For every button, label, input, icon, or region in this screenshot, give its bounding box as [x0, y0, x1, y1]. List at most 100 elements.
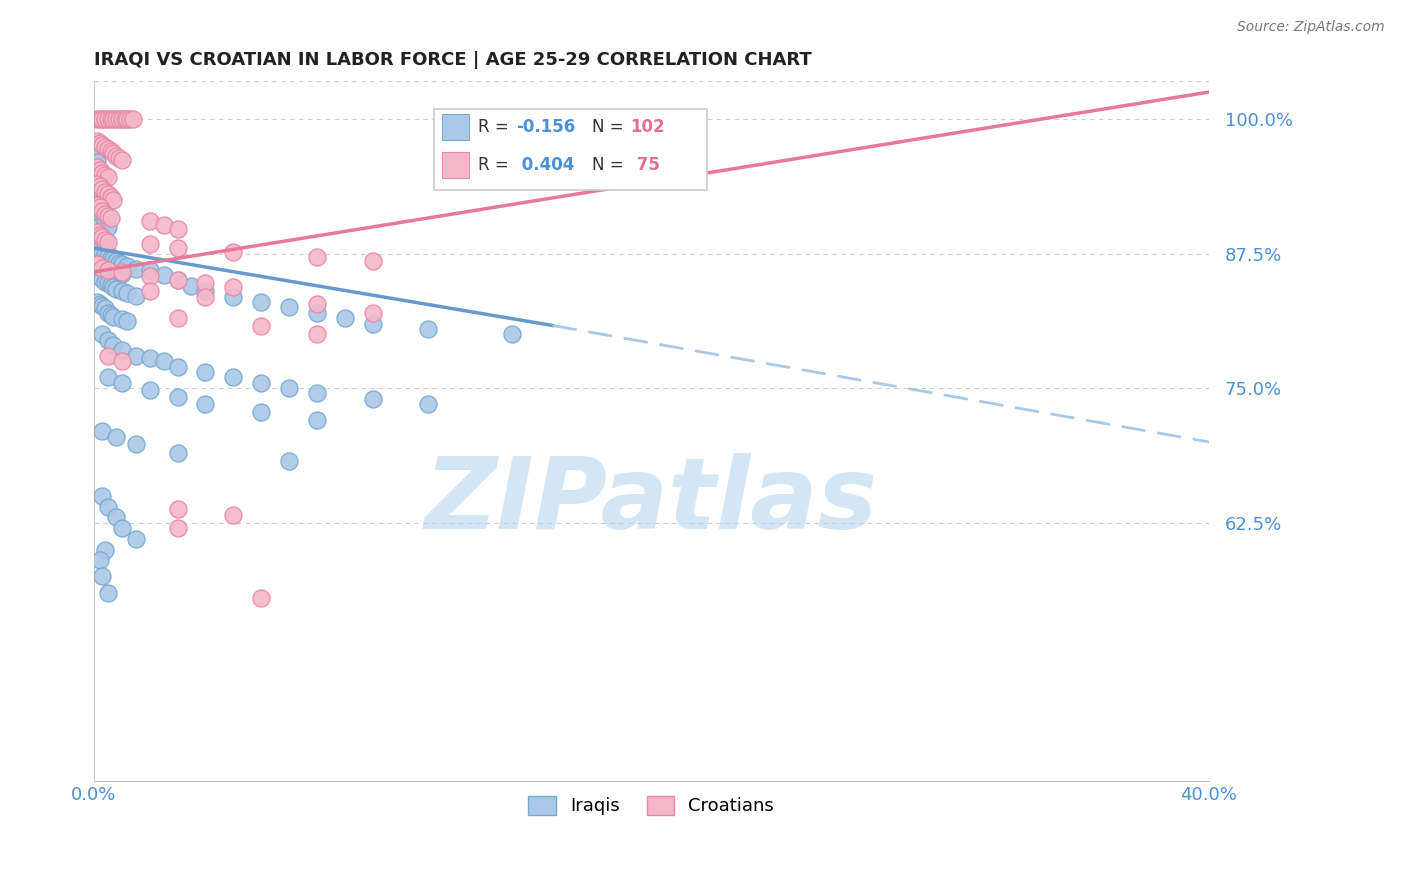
Point — [125, 532, 148, 546]
Point — [89, 112, 111, 126]
Point — [91, 569, 114, 583]
Point — [103, 257, 125, 271]
Point — [91, 327, 114, 342]
Point — [166, 273, 188, 287]
Point — [105, 429, 128, 443]
Point — [97, 370, 120, 384]
Point — [89, 200, 111, 214]
Point — [103, 280, 125, 294]
Point — [114, 112, 136, 126]
Point — [250, 376, 273, 390]
Point — [108, 256, 131, 270]
Point — [89, 166, 111, 180]
Point — [100, 308, 122, 322]
Point — [222, 290, 245, 304]
Point — [97, 349, 120, 363]
Point — [94, 112, 117, 126]
Text: IRAQI VS CROATIAN IN LABOR FORCE | AGE 25-29 CORRELATION CHART: IRAQI VS CROATIAN IN LABOR FORCE | AGE 2… — [94, 51, 811, 69]
Point — [100, 189, 122, 203]
Point — [152, 218, 174, 232]
Point — [222, 508, 245, 522]
Point — [305, 386, 328, 401]
Point — [94, 168, 117, 182]
Point — [250, 405, 273, 419]
Point — [103, 252, 125, 266]
Point — [94, 275, 117, 289]
Point — [91, 112, 114, 126]
Point — [94, 542, 117, 557]
Point — [89, 230, 111, 244]
Point — [305, 306, 328, 320]
Point — [100, 277, 122, 292]
Point — [138, 262, 160, 277]
Point — [333, 311, 356, 326]
Point — [501, 327, 523, 342]
Point — [97, 219, 120, 234]
Point — [86, 112, 108, 126]
Point — [108, 112, 131, 126]
Point — [105, 510, 128, 524]
Point — [91, 182, 114, 196]
Point — [111, 343, 134, 358]
Point — [361, 317, 384, 331]
Point — [97, 249, 120, 263]
Point — [97, 276, 120, 290]
Point — [166, 273, 188, 287]
Point — [305, 297, 328, 311]
Point — [89, 228, 111, 243]
Point — [105, 254, 128, 268]
Point — [166, 222, 188, 236]
Point — [117, 112, 139, 126]
Point — [152, 268, 174, 282]
Point — [97, 500, 120, 514]
Point — [86, 198, 108, 212]
Point — [250, 295, 273, 310]
Point — [305, 327, 328, 342]
Point — [111, 376, 134, 390]
Point — [194, 276, 217, 290]
Point — [94, 233, 117, 247]
Point — [86, 295, 108, 310]
Point — [222, 280, 245, 294]
Point — [305, 413, 328, 427]
Point — [180, 278, 202, 293]
Point — [117, 260, 139, 274]
Point — [138, 285, 160, 299]
Point — [105, 262, 128, 277]
Point — [125, 349, 148, 363]
Point — [97, 585, 120, 599]
Point — [97, 112, 120, 126]
Point — [418, 397, 440, 411]
Point — [194, 365, 217, 379]
Point — [97, 209, 120, 223]
Point — [194, 397, 217, 411]
Point — [166, 359, 188, 374]
Point — [120, 112, 142, 126]
Point — [108, 265, 131, 279]
Point — [89, 244, 111, 258]
Point — [278, 381, 301, 395]
Point — [100, 251, 122, 265]
Point — [166, 390, 188, 404]
Point — [86, 198, 108, 212]
Point — [194, 285, 217, 299]
Point — [91, 424, 114, 438]
Point — [105, 282, 128, 296]
Point — [138, 384, 160, 398]
Point — [97, 306, 120, 320]
Point — [103, 193, 125, 207]
Point — [152, 354, 174, 368]
Point — [86, 177, 108, 191]
Point — [361, 392, 384, 406]
Point — [222, 245, 245, 260]
Point — [111, 354, 134, 368]
Point — [86, 145, 108, 159]
Point — [89, 270, 111, 285]
Point — [111, 265, 134, 279]
Point — [89, 553, 111, 567]
Point — [278, 454, 301, 468]
Point — [89, 182, 111, 196]
Point — [111, 521, 134, 535]
Point — [89, 178, 111, 193]
Point — [97, 142, 120, 156]
